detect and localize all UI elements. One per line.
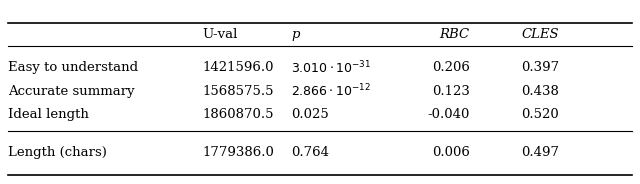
Text: 0.006: 0.006 (432, 146, 470, 159)
Text: Accurate summary: Accurate summary (8, 85, 134, 98)
Text: CLES: CLES (522, 28, 559, 41)
Text: U-val: U-val (202, 28, 237, 41)
Text: 0.025: 0.025 (291, 108, 329, 121)
Text: 1860870.5: 1860870.5 (202, 108, 274, 121)
Text: Ideal length: Ideal length (8, 108, 88, 121)
Text: $3.010\cdot10^{-31}$: $3.010\cdot10^{-31}$ (291, 59, 372, 76)
Text: 0.206: 0.206 (432, 61, 470, 74)
Text: 0.397: 0.397 (521, 61, 559, 74)
Text: $2.866\cdot10^{-12}$: $2.866\cdot10^{-12}$ (291, 83, 371, 99)
Text: p: p (291, 28, 300, 41)
Text: 0.497: 0.497 (521, 146, 559, 159)
Text: 1779386.0: 1779386.0 (202, 146, 274, 159)
Text: Length (chars): Length (chars) (8, 146, 107, 159)
Text: 0.764: 0.764 (291, 146, 330, 159)
Text: 1568575.5: 1568575.5 (202, 85, 274, 98)
Text: 0.520: 0.520 (521, 108, 559, 121)
Text: 0.438: 0.438 (521, 85, 559, 98)
Text: RBC: RBC (440, 28, 470, 41)
Text: 1421596.0: 1421596.0 (202, 61, 274, 74)
Text: -0.040: -0.040 (428, 108, 470, 121)
Text: 0.123: 0.123 (432, 85, 470, 98)
Text: Easy to understand: Easy to understand (8, 61, 138, 74)
